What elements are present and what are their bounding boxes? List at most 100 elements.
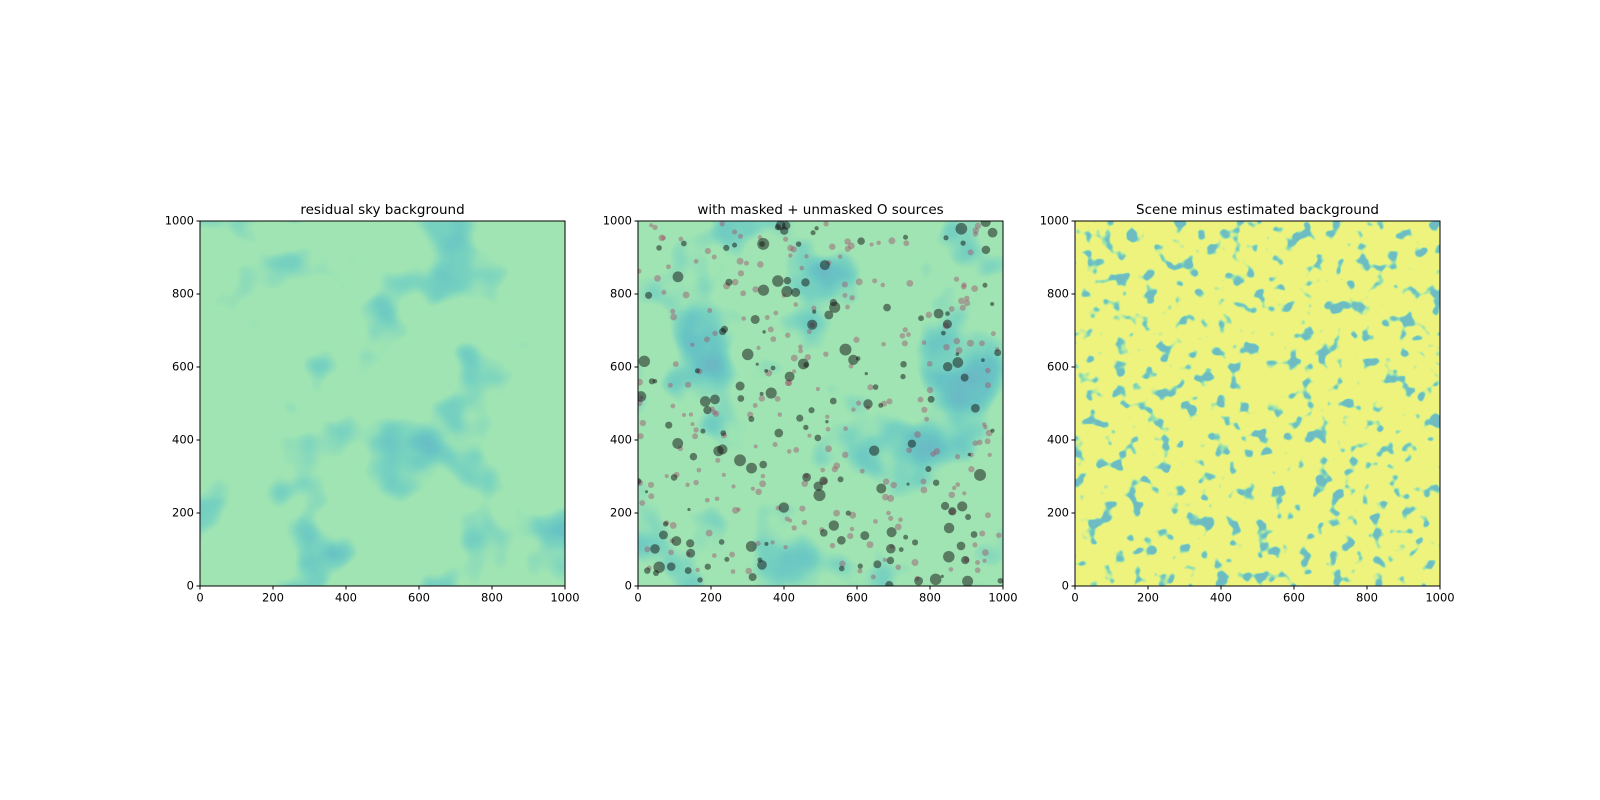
masked-source [654,275,661,282]
masked-source [669,521,677,529]
source [981,245,991,255]
masked-source [914,431,921,438]
masked-source [658,234,666,242]
masked-source [829,542,836,549]
masked-source [690,422,695,427]
source [997,577,1003,584]
source [925,466,932,473]
masked-source [806,329,812,335]
masked-source [678,236,684,242]
masked-source [667,382,673,388]
source [828,520,840,531]
source [825,419,829,424]
source [886,527,897,538]
masked-source [873,519,878,524]
masked-source [670,308,676,314]
source [812,309,817,314]
masked-source [924,416,930,422]
masked-source [985,367,991,374]
source [638,355,651,368]
masked-source [693,427,699,433]
masked-source [906,279,914,287]
source [720,430,727,436]
y-tick-label: 0 [625,579,632,593]
masked-source [638,378,643,386]
source [671,536,682,546]
masked-source [804,254,809,259]
masked-source [948,567,954,572]
source [914,576,923,586]
masked-source [984,438,991,445]
masked-source [755,540,761,546]
source [735,381,745,391]
masked-source [773,310,779,316]
source [775,221,786,231]
masked-source [926,361,933,367]
source [956,541,966,551]
masked-source [948,306,955,312]
masked-source [786,449,792,454]
masked-source [876,240,881,246]
masked-source [690,342,695,347]
masked-source [849,526,855,532]
source [903,534,909,540]
image [638,221,1003,586]
masked-source [859,468,865,474]
panel-title: residual sky background [300,202,464,218]
masked-source [758,395,765,402]
source [845,510,851,516]
x-tick-label: 1000 [1425,591,1454,605]
masked-source [933,448,941,455]
y-tick-label: 600 [610,360,632,374]
y-tick-label: 800 [610,287,632,301]
source [837,476,844,483]
y-tick-label: 1000 [165,214,194,228]
masked-source [837,254,843,259]
masked-source [785,332,791,338]
source [994,349,1002,357]
source [687,507,691,512]
source [960,240,966,246]
source [957,501,968,512]
source [907,439,917,448]
masked-source [926,386,934,394]
y-tick-label: 200 [1047,506,1069,520]
masked-source [823,351,829,357]
source [965,514,972,521]
masked-source [684,381,692,388]
source [820,529,828,537]
masked-source [959,304,966,311]
masked-source [696,467,702,473]
source [791,287,801,298]
masked-source [920,478,927,485]
source [987,227,998,238]
source [742,348,754,361]
y-tick-label: 400 [610,433,632,447]
masked-source [732,506,740,514]
x-tick-label: 200 [1137,591,1159,605]
masked-source [841,281,848,288]
y-tick-label: 200 [172,506,194,520]
source [918,315,924,322]
source [940,574,944,579]
source [638,391,647,402]
source [755,362,759,366]
source [883,303,891,312]
y-tick-label: 200 [610,506,632,520]
x-tick-label: 600 [1283,591,1305,605]
masked-source [839,560,846,567]
source [863,399,873,409]
source [898,547,904,552]
masked-source [647,481,655,489]
masked-source [774,395,781,402]
source [653,561,665,573]
x-tick-label: 600 [408,591,430,605]
masked-source [890,481,897,489]
source [857,237,865,245]
source [990,301,995,306]
source [680,240,687,247]
source [770,365,776,371]
masked-source [815,386,820,392]
masked-source [695,567,700,573]
masked-source [886,510,891,516]
